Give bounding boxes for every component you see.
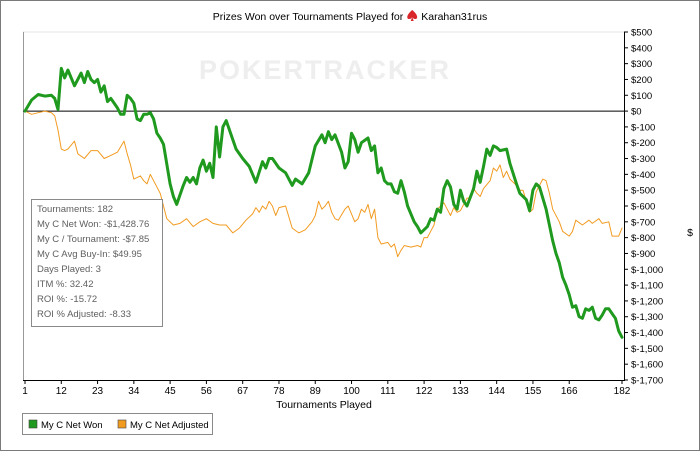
y-tick-label: $-800 [631,233,655,244]
y-tick-label: $300 [631,59,652,70]
x-axis-label: Tournaments Played [276,399,372,411]
y-tick-label: $-1,200 [631,296,663,307]
x-tick-label: 34 [128,386,140,397]
y-tick-label: $0 [631,107,642,118]
y-tick-label: $-500 [631,186,655,197]
x-tick-label: 144 [488,386,505,397]
watermark: POKERTRACKER [199,55,451,85]
series-line-net-won [23,66,624,339]
x-tick-label: 12 [56,386,68,397]
x-tick-label: 89 [310,386,322,397]
x-tick-label: 122 [416,386,433,397]
chart-title-prefix: Prizes Won over Tournaments Played for [213,11,404,23]
x-tick-label: 56 [201,386,213,397]
x-tick-label: 166 [561,386,578,397]
y-tick-label: $-700 [631,217,655,228]
x-tick-label: 155 [525,386,542,397]
y-tick-label: $-1,000 [631,265,663,276]
y-tick-label: $100 [631,91,652,102]
stats-box: Tournaments: 182 My C Net Won: -$1,428.76… [31,199,163,327]
plot-area: 1 12 23 34 45 56 67 78 89 100 111 122 133 144 155 166 18… [22,28,663,398]
y-tick-label: $-600 [631,202,655,213]
y-tick-label: $-1,400 [631,328,663,339]
x-tick-label: 1 [22,386,28,397]
y-tick-label: $-1,100 [631,281,663,292]
series-line-net-adjusted [24,110,623,258]
y-tick-label: $-1,300 [631,312,663,323]
y-tick-label: $-100 [631,122,655,133]
y-tick-label: $-200 [631,138,655,149]
spade-icon [407,10,418,21]
y-tick-label: $-900 [631,249,655,260]
stats-lines: Tournaments: 182 My C Net Won: -$1,428.76… [37,204,149,320]
stats-line: Tournaments: 182 [37,204,113,215]
chart-title: Prizes Won over Tournaments Played for Ka… [213,11,487,23]
legend-swatch-net-won [28,419,38,429]
y-tick-label: $-1,700 [631,376,663,387]
y-ticks: $500 $400 $300 $200 $100 $0 $-100 $-200 $-300 $-4… [624,28,663,387]
x-tick-label: 45 [165,386,177,397]
x-tick-label: 133 [452,386,469,397]
y-tick-label: $200 [631,75,652,86]
chart-title-player: Karahan31rus [421,11,487,23]
stats-line: My C Net Won: -$1,428.76 [37,219,149,230]
series-group [23,66,624,339]
spade-shape [407,10,418,21]
y-tick-label: $500 [631,28,652,39]
y-tick-label: $400 [631,43,652,54]
x-tick-label: 111 [380,386,396,397]
y-tick-label: $-1,600 [631,360,663,371]
legend: My C Net Won My C Net Adjusted [22,413,213,435]
stats-line: ROI % Adjusted: -8.33 [37,309,131,320]
x-tick-label: 78 [273,386,285,397]
x-tick-label: 23 [92,386,104,397]
stats-box-frame [31,199,163,327]
x-tick-label: 67 [237,386,249,397]
stats-line: My C Avg Buy-In: $49.95 [37,249,142,260]
stats-line: My C / Tournament: -$7.85 [37,234,149,245]
stats-line: Days Played: 3 [37,264,101,275]
y-tick-label: $-1,500 [631,344,663,355]
stats-line: ITM %: 32.42 [37,279,94,290]
y-tick-label: $-300 [631,154,655,165]
y-axis-label: $ [687,227,693,239]
x-ticks: 1 12 23 34 45 56 67 78 89 100 111 122 133 144 155 166 18… [22,380,631,397]
x-tick-label: 100 [343,386,360,397]
legend-swatch-net-adjusted [117,419,127,429]
x-tick-label: 182 [614,386,631,397]
y-tick-label: $-400 [631,170,655,181]
legend-label-net-won: My C Net Won [41,420,103,431]
legend-label-net-adjusted: My C Net Adjusted [130,420,209,431]
stats-line: ROI %: -15.72 [37,294,97,305]
legend-frame [22,413,213,435]
legend-items: My C Net Won My C Net Adjusted [28,419,209,431]
